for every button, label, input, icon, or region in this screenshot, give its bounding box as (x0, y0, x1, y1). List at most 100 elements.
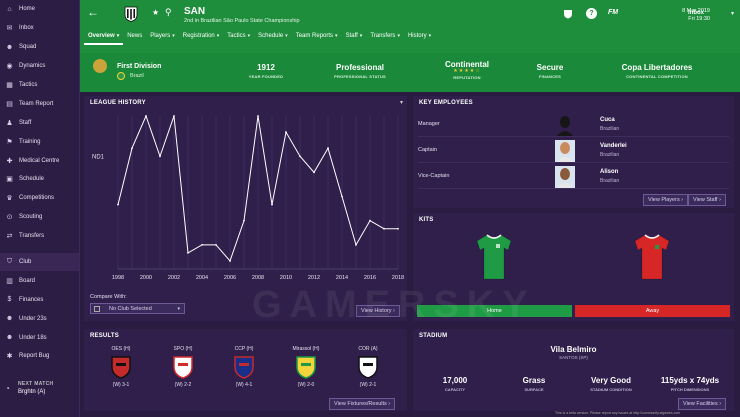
view-staff-button[interactable]: View Staff › (688, 194, 726, 206)
league-position-point[interactable] (285, 131, 287, 134)
continental-value[interactable]: Copa Libertadores (621, 63, 693, 72)
sidebar-item-staff[interactable]: ♟ Staff (0, 113, 79, 132)
sidebar-item-transfers[interactable]: ⇄ Transfers (0, 227, 79, 246)
sidebar-item-under-23s[interactable]: ☻ Under 23s (0, 309, 79, 328)
league-position-point[interactable] (117, 203, 119, 206)
league-position-point[interactable] (355, 243, 357, 246)
league-position-point[interactable] (215, 243, 217, 246)
league-position-point[interactable] (327, 147, 329, 150)
view-players-button[interactable]: View Players › (643, 194, 689, 206)
compare-checkbox[interactable] (94, 306, 100, 312)
compare-club-select[interactable]: No Club Selected ▾ (90, 303, 185, 314)
tab-transfers[interactable]: Transfers ▾ (366, 31, 404, 45)
league-position-point[interactable] (187, 251, 189, 254)
surface-value: Grass (522, 376, 546, 385)
sidebar-item-label: Scouting (19, 214, 43, 221)
shield-icon[interactable] (563, 9, 573, 19)
away-kit-bar[interactable]: Away (575, 305, 730, 317)
employee-name[interactable]: Cuca (600, 117, 615, 123)
sidebar-item-finances[interactable]: $ Finances (0, 290, 79, 309)
employee-row-manager[interactable]: Manager Cuca Brazilian (418, 113, 729, 137)
sidebar-item-label: Staff (19, 119, 32, 126)
sidebar-item-medical-centre[interactable]: ✚ Medical Centre (0, 151, 79, 170)
panel-menu-icon[interactable]: ▾ (399, 100, 403, 106)
opponent-crest-icon (173, 356, 193, 379)
sidebar-item-report-bug[interactable]: ✱ Report Bug (0, 347, 79, 366)
league-position-point[interactable] (201, 243, 203, 246)
result-opponent: OES (H) (111, 346, 131, 352)
back-arrow-icon[interactable]: ← (87, 5, 99, 19)
favourite-star-icon[interactable]: ★ (152, 8, 160, 17)
tab-history[interactable]: History ▾ (404, 31, 435, 45)
country-name[interactable]: Brazil (130, 73, 144, 79)
chevron-down-icon: ▾ (216, 33, 220, 39)
league-position-point[interactable] (397, 227, 399, 230)
schedule-icon: ▣ (6, 176, 13, 184)
tab-staff[interactable]: Staff ▾ (342, 31, 367, 45)
league-position-point[interactable] (313, 171, 315, 174)
chart-x-tick: 2018 (392, 275, 404, 281)
result-item[interactable]: OES (H) (W) 3-1 (96, 346, 146, 388)
league-position-point[interactable] (131, 147, 133, 150)
league-position-point[interactable] (145, 115, 147, 117)
tab-overview[interactable]: Overview ▾ (84, 31, 124, 45)
tab-team-reports[interactable]: Team Reports ▾ (292, 31, 342, 45)
tab-registration[interactable]: Registration ▾ (179, 31, 224, 45)
view-fixtures-button[interactable]: View Fixtures/Results › (329, 398, 396, 410)
result-item[interactable]: Mirassol (H) (W) 2-0 (281, 346, 331, 388)
sidebar-item-tactics[interactable]: ▦ Tactics (0, 76, 79, 95)
view-history-button[interactable]: View History › (356, 305, 400, 317)
view-facilities-button[interactable]: View Facilities › (678, 398, 727, 410)
home-kit-shirt[interactable] (475, 233, 513, 281)
league-name[interactable]: First Division (117, 63, 162, 70)
sidebar-item-under-18s[interactable]: ☻ Under 18s (0, 328, 79, 347)
tab-tactics[interactable]: Tactics ▾ (223, 31, 254, 45)
home-kit-bar[interactable]: Home (417, 305, 572, 317)
league-position-point[interactable] (229, 260, 231, 262)
view-players-label: View Players (648, 197, 680, 203)
chart-x-tick: 2002 (168, 275, 180, 281)
league-position-point[interactable] (271, 203, 273, 206)
employee-name[interactable]: Vanderlei (600, 143, 627, 149)
tab-news[interactable]: News (123, 31, 146, 45)
game-date[interactable]: 8 Mar 2019 Fri 19:30 (660, 7, 710, 23)
away-kit-shirt[interactable] (633, 233, 671, 281)
sidebar-item-scouting[interactable]: ⊙ Scouting (0, 208, 79, 227)
tab-players[interactable]: Players ▾ (146, 31, 179, 45)
fm-menu-button[interactable]: FM (608, 9, 619, 16)
league-position-point[interactable] (383, 227, 385, 230)
sidebar-item-training[interactable]: ⚑ Training (0, 132, 79, 151)
sidebar-item-inbox[interactable]: ✉ Inbox (0, 19, 79, 38)
tab-schedule[interactable]: Schedule ▾ (254, 31, 292, 45)
next-match[interactable]: ◔ NEXT MATCH Brghtn (A) (5, 381, 53, 395)
league-position-point[interactable] (257, 115, 259, 117)
team-report-icon: ▤ (6, 100, 13, 108)
employee-name[interactable]: Alison (600, 169, 619, 175)
employee-row-captain[interactable]: Captain Vanderlei Brazilian (418, 139, 729, 163)
league-position-point[interactable] (299, 155, 301, 158)
league-position-point[interactable] (243, 219, 245, 222)
chevron-down-icon[interactable]: ▾ (731, 11, 735, 17)
league-position-point[interactable] (159, 155, 161, 158)
result-item[interactable]: COR (A) (W) 2-1 (343, 346, 393, 388)
league-position-point[interactable] (341, 195, 343, 198)
inbox-button[interactable]: Inbox (688, 10, 704, 16)
league-history-chart: ND1 1998 2000 2002 2004 2006 2008 2010 2012 2014 2… (92, 114, 404, 281)
sidebar-item-squad[interactable]: ☻ Squad (0, 38, 79, 57)
sidebar-item-home[interactable]: ⌂ Home (0, 0, 79, 19)
search-icon[interactable]: ⚲ (165, 7, 172, 17)
sidebar-item-team-report[interactable]: ▤ Team Report (0, 94, 79, 113)
employee-row-vice-captain[interactable]: Vice-Captain Alison Brazilian (418, 165, 729, 189)
sidebar-item-board[interactable]: ▥ Board (0, 271, 79, 290)
league-position-point[interactable] (173, 115, 175, 117)
league-position-point[interactable] (369, 219, 371, 222)
result-item[interactable]: CCP (H) (W) 4-1 (219, 346, 269, 388)
sidebar-item-dynamics[interactable]: ◉ Dynamics (0, 57, 79, 76)
employee-photo (555, 140, 575, 162)
sidebar-item-schedule[interactable]: ▣ Schedule (0, 170, 79, 189)
result-item[interactable]: SPO (H) (W) 2-2 (158, 346, 208, 388)
help-button[interactable]: ? (586, 8, 597, 19)
sidebar-item-competitions[interactable]: ♛ Competitions (0, 189, 79, 208)
condition-label: STADIUM CONDITION (590, 387, 632, 392)
sidebar-item-club[interactable]: ⛉ Club (0, 252, 79, 272)
